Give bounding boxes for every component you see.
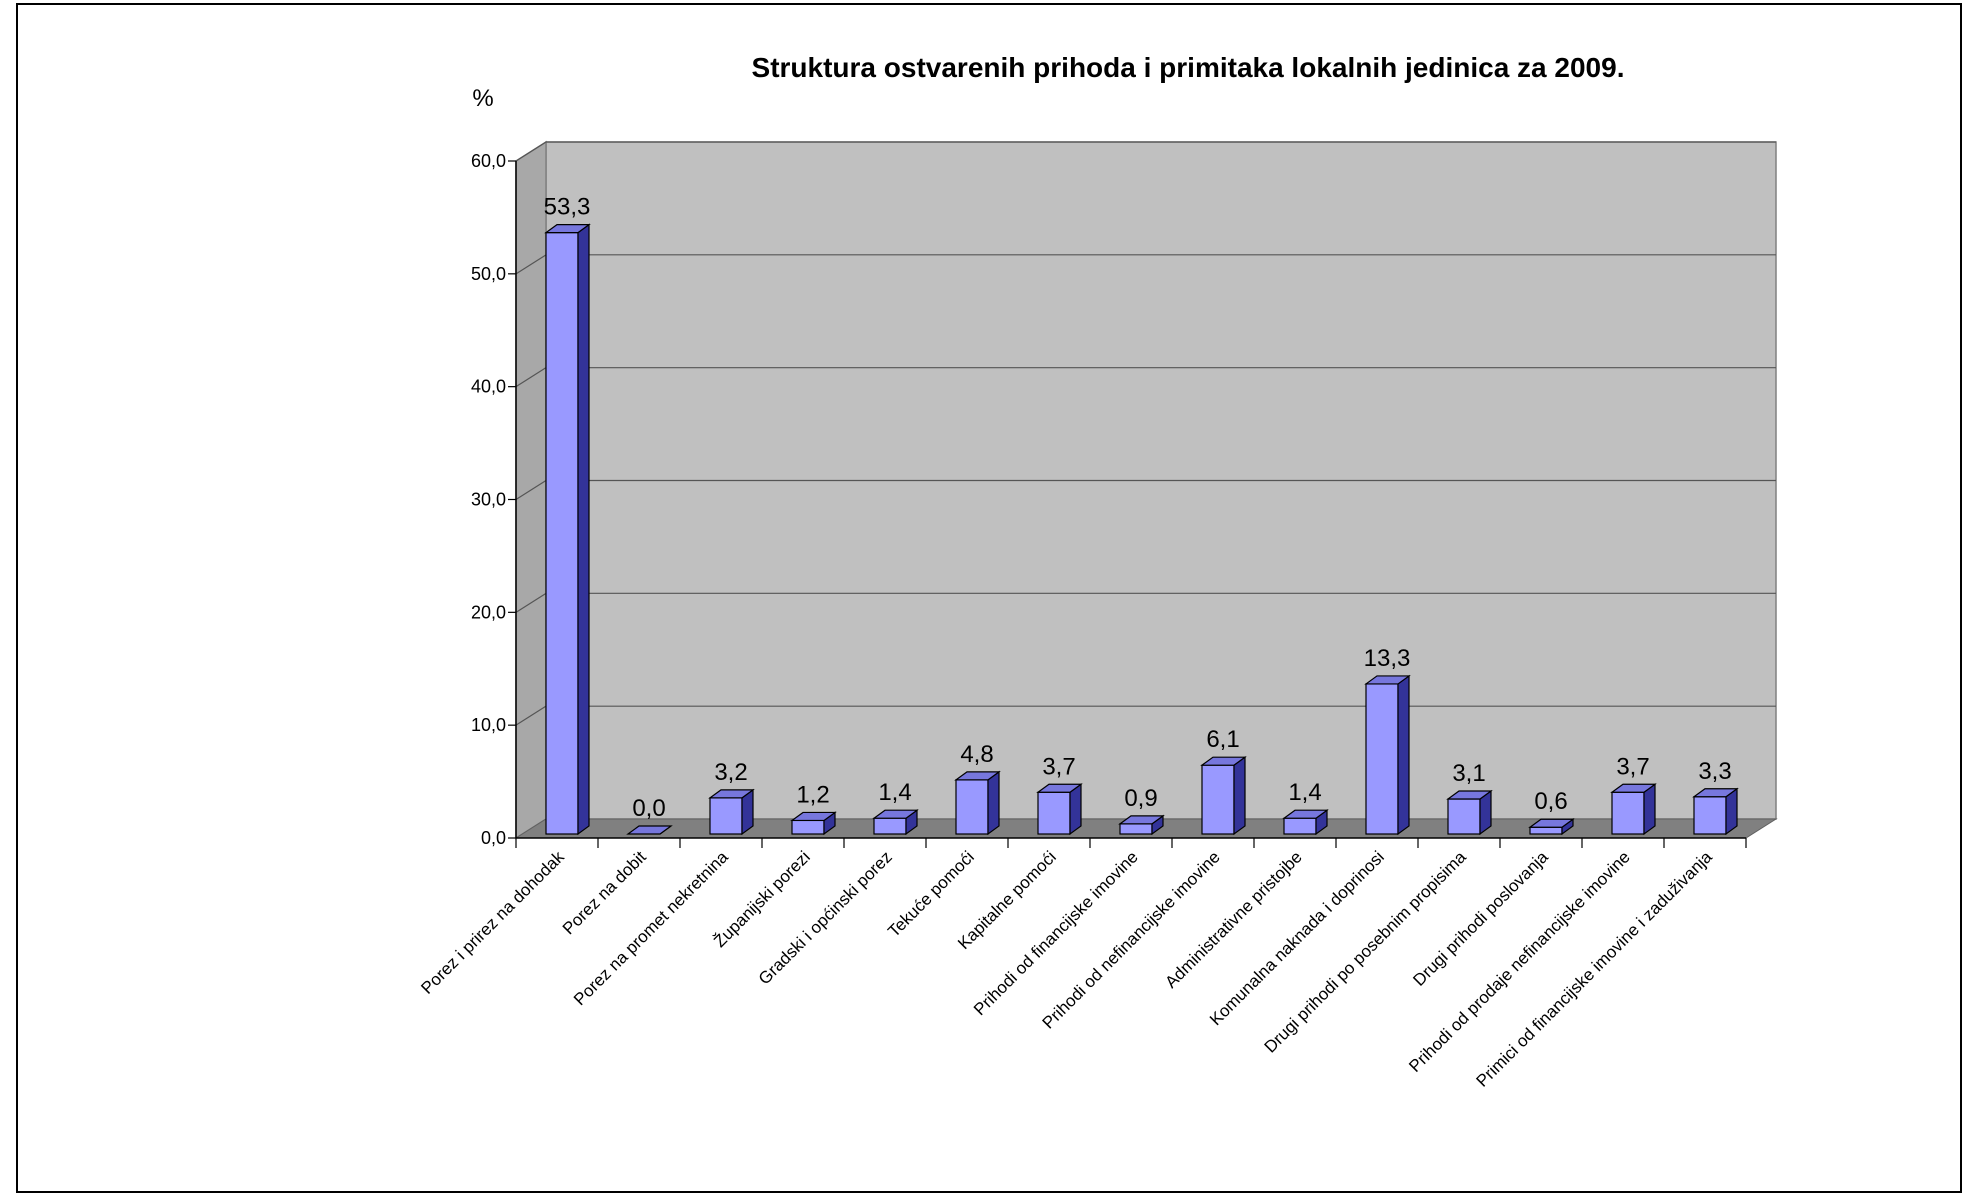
data-label: 53,3 — [544, 194, 591, 221]
y-axis-unit: % — [472, 85, 493, 112]
bar-front — [1529, 826, 1563, 835]
data-label: 3,1 — [1452, 760, 1485, 787]
bar-front — [1201, 764, 1235, 835]
bar-front — [709, 797, 743, 835]
gridline-side — [515, 705, 547, 726]
bar — [626, 825, 673, 835]
data-label: 1,4 — [1288, 779, 1321, 806]
data-label: 0,0 — [632, 795, 665, 822]
bar-top — [1118, 815, 1165, 825]
data-label: 6,1 — [1206, 726, 1239, 753]
bar-top — [954, 771, 1001, 781]
bar-front — [1283, 817, 1317, 835]
plot-area: 0,0 10,0 20,0 30,0 40,0 50,0 60,0 53,3 Porez i p… — [417, 140, 1778, 1091]
gridline-side — [515, 479, 547, 501]
bar-top — [1692, 788, 1739, 798]
category-label: Prihodi od financijske imovine — [970, 847, 1142, 1019]
category-label: Administrativne pristojbe — [1161, 847, 1305, 991]
bar — [708, 788, 755, 836]
category-label: Porez na dobit — [559, 847, 650, 938]
bar-top — [1282, 809, 1329, 819]
chart-frame — [16, 3, 1962, 1193]
bar-top — [1446, 790, 1493, 800]
data-label: 1,4 — [878, 779, 911, 806]
bar-front — [791, 819, 825, 835]
data-label: 1,2 — [796, 781, 829, 808]
bar-front — [545, 231, 579, 835]
data-label: 0,9 — [1124, 785, 1157, 812]
data-label: 3,7 — [1042, 753, 1075, 780]
bar-side — [577, 223, 590, 836]
bar-top — [872, 809, 919, 819]
bar-top — [790, 811, 837, 822]
bar-front — [1611, 791, 1645, 835]
data-label: 3,7 — [1616, 753, 1649, 780]
category-label: Gradski i općinski porez — [755, 847, 896, 988]
bar-top — [1610, 783, 1657, 793]
y-tick-label: 40,0 — [471, 377, 506, 397]
category-label: Porez i prirez na dohodak — [417, 847, 568, 998]
bar-front — [955, 779, 989, 835]
category-label: Tekuće pomoći — [884, 847, 978, 941]
bar — [790, 811, 837, 836]
bar-top — [544, 223, 591, 234]
y-tick-label: 50,0 — [471, 264, 506, 284]
bar — [954, 770, 1001, 836]
bar-front — [1693, 796, 1727, 835]
bar — [1118, 814, 1165, 836]
bar — [872, 809, 919, 836]
bar — [1528, 818, 1575, 836]
bar-top — [1200, 756, 1247, 766]
gridline-side — [515, 367, 547, 388]
bar-side — [1233, 755, 1246, 836]
category-label: Drugi prihodi poslovanja — [1409, 847, 1552, 990]
y-tick-label: 30,0 — [471, 490, 506, 510]
gridline-side — [515, 141, 547, 162]
bar-top — [1364, 675, 1411, 685]
category-label: Porez na promet nekretnina — [570, 847, 732, 1009]
data-label: 3,3 — [1698, 758, 1731, 785]
y-tick-label: 0,0 — [481, 828, 506, 848]
bar — [1692, 787, 1739, 836]
bar-side — [987, 770, 1000, 836]
bar-front — [1037, 791, 1071, 835]
gridline-side — [515, 254, 547, 275]
bar-top — [1036, 783, 1083, 793]
bar-side — [1397, 674, 1410, 836]
chart-title: Struktura ostvarenih prihoda i primitaka… — [752, 52, 1625, 83]
data-label: 13,3 — [1364, 645, 1411, 672]
bar — [1364, 674, 1411, 836]
data-label: 3,2 — [714, 759, 747, 786]
data-label: 4,8 — [960, 741, 993, 768]
bar-front — [1447, 798, 1481, 835]
bar-top — [1528, 818, 1575, 828]
bar — [1446, 789, 1493, 836]
bar — [1036, 783, 1083, 836]
y-tick-label: 20,0 — [471, 602, 506, 622]
bar-front — [1119, 823, 1153, 835]
data-label: 0,6 — [1534, 788, 1567, 815]
bar — [544, 223, 591, 836]
bar-front — [1365, 683, 1399, 835]
bar-top — [708, 789, 755, 799]
bar — [1610, 783, 1657, 836]
bar — [1200, 755, 1247, 836]
category-label: Prihodi od nefinancijske imovine — [1039, 847, 1224, 1032]
category-label: Komunalna naknada i doprinosi — [1206, 847, 1388, 1029]
y-tick-label: 60,0 — [471, 151, 506, 171]
gridline-side — [515, 592, 547, 613]
bar-top — [626, 825, 673, 835]
bar — [1282, 809, 1329, 836]
bar-front — [873, 817, 907, 835]
y-tick-label: 10,0 — [471, 715, 506, 735]
